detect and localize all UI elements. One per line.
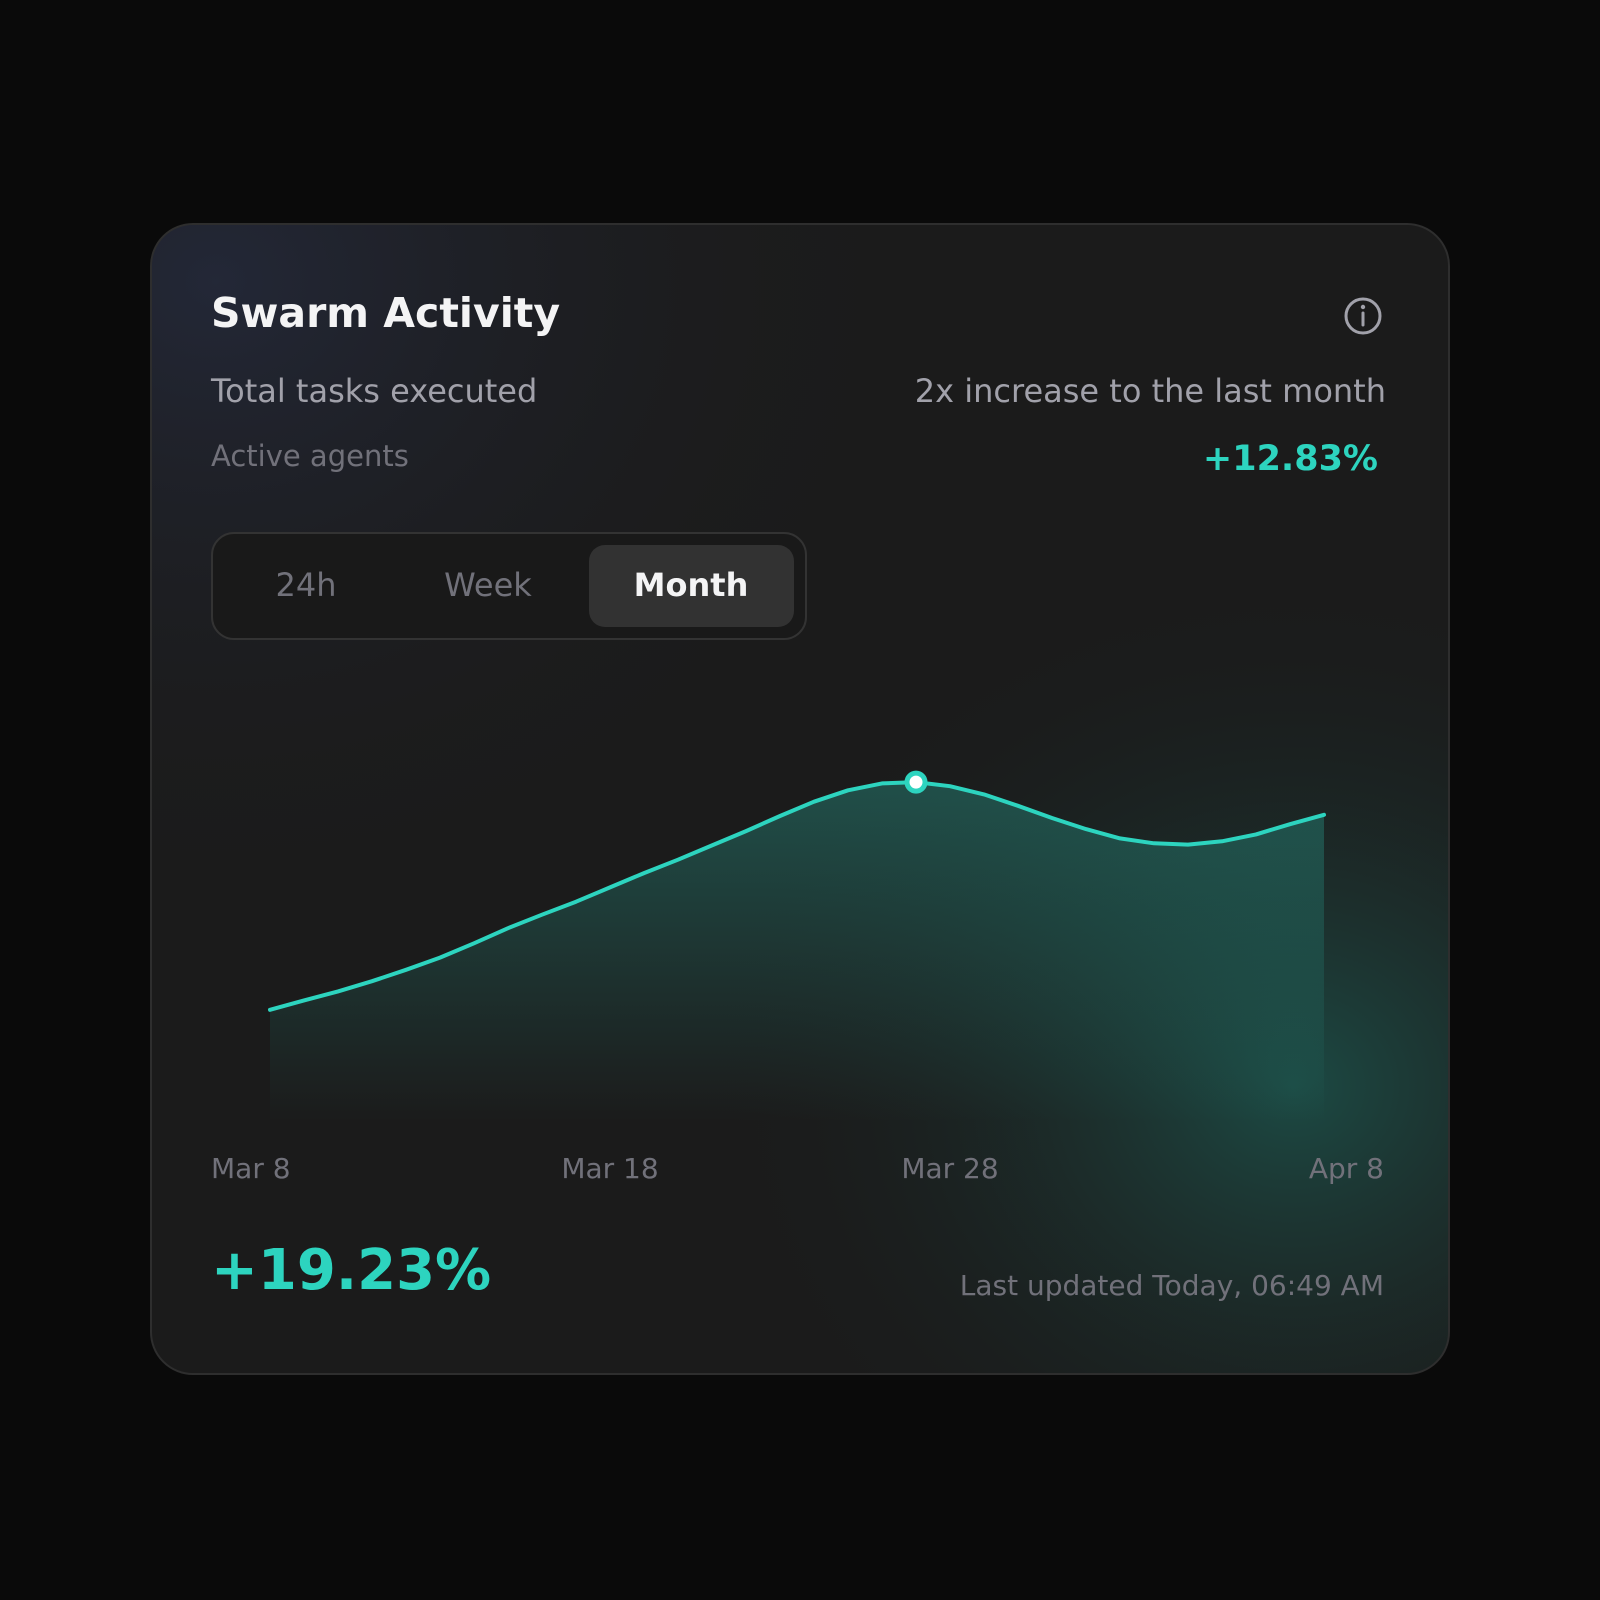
secondary-label: Active agents (211, 439, 409, 473)
tab[interactable]: 24h (276, 566, 337, 604)
card-border (150, 223, 1450, 1375)
highlight-point[interactable] (904, 770, 928, 794)
secondary-change: +12.83% (1203, 439, 1378, 479)
area-fill (270, 782, 1324, 1122)
info-button[interactable] (1344, 297, 1382, 335)
line (268, 780, 1326, 1012)
x-tick-label: Mar 28 (901, 1152, 998, 1185)
x-tick-label: Apr 8 (1309, 1152, 1384, 1185)
tab-label: 24h (276, 566, 337, 604)
tab[interactable]: Month (589, 545, 794, 627)
total-change: +19.23% (211, 1238, 491, 1303)
x-tick-label: Mar 8 (211, 1152, 291, 1185)
comparison: 2x increase to the last month (915, 372, 1386, 410)
card: Swarm Activity Total tasks executed 2x i… (150, 223, 1450, 1375)
card-title: Swarm Activity (211, 289, 560, 337)
last-updated: Last updated Today, 06:49 AM (960, 1269, 1384, 1302)
tab-label: Month (634, 566, 749, 604)
metric-label: Total tasks executed (210, 372, 537, 410)
tab-active-bg (589, 545, 794, 627)
tab-group: 24h Week Month (211, 532, 807, 640)
tab-label: Week (444, 566, 532, 604)
x-tick-label: Mar 18 (561, 1152, 658, 1185)
tab[interactable]: Week (444, 566, 532, 604)
card-glow (151, 224, 1449, 1374)
chart: Mar 8 Mar 18 Mar 28 Apr 8 (211, 770, 1384, 1185)
